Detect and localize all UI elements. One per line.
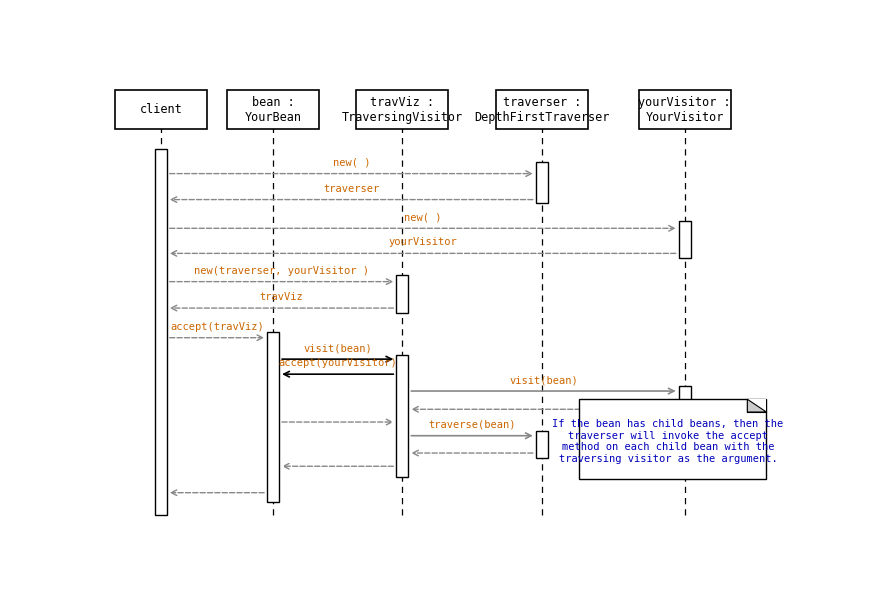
FancyBboxPatch shape [115,91,206,129]
FancyBboxPatch shape [396,355,408,477]
Text: travViz: travViz [260,292,303,302]
Text: new( ): new( ) [403,213,441,223]
Text: yourVisitor: yourVisitor [388,237,457,247]
FancyBboxPatch shape [496,91,587,129]
Text: traverser :: traverser : [502,96,581,110]
FancyBboxPatch shape [535,162,547,203]
Polygon shape [746,399,766,412]
Text: bean :: bean : [252,96,294,110]
Polygon shape [746,399,766,412]
Text: accept(yourVisitor): accept(yourVisitor) [278,358,396,368]
Text: yourVisitor :: yourVisitor : [638,96,731,110]
FancyBboxPatch shape [678,221,690,258]
FancyBboxPatch shape [396,275,408,313]
Text: YourVisitor: YourVisitor [645,111,724,124]
FancyBboxPatch shape [579,399,766,479]
Text: travViz :: travViz : [370,96,434,110]
Text: traverser: traverser [323,184,379,194]
Text: YourBean: YourBean [245,111,301,124]
Text: accept(travViz): accept(travViz) [170,322,263,332]
FancyBboxPatch shape [267,332,279,502]
Text: traverse(bean): traverse(bean) [428,420,516,430]
Text: visit(bean): visit(bean) [303,343,372,353]
Text: new(traverser, yourVisitor ): new(traverser, yourVisitor ) [194,266,368,276]
FancyBboxPatch shape [678,387,690,414]
Text: client: client [139,103,182,116]
FancyBboxPatch shape [227,91,318,129]
FancyBboxPatch shape [638,91,730,129]
Text: DepthFirstTraverser: DepthFirstTraverser [474,111,609,124]
Text: visit(bean): visit(bean) [509,375,577,385]
FancyBboxPatch shape [154,149,167,516]
Text: If the bean has child beans, then the
traverser will invoke the accept
method on: If the bean has child beans, then the tr… [552,419,783,464]
Text: TraversingVisitor: TraversingVisitor [341,111,462,124]
FancyBboxPatch shape [356,91,448,129]
Text: new( ): new( ) [332,157,369,168]
FancyBboxPatch shape [535,431,547,458]
